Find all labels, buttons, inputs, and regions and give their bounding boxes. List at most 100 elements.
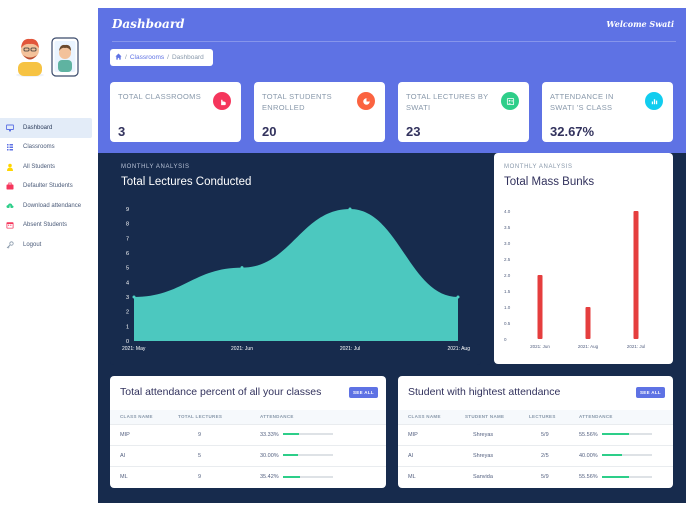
column-header: CLASS NAME: [120, 414, 153, 420]
column-header: ATTENDANCE: [579, 414, 613, 420]
see-all-button[interactable]: SEE ALL: [349, 387, 378, 398]
sidebar-item-label: Logout: [23, 241, 42, 248]
table-row: AI 5 30.00%: [110, 444, 386, 467]
panel-tag: MONTHLY ANALYSIS: [121, 164, 190, 170]
y-tick-label: 0: [126, 339, 129, 345]
breadcrumb-classrooms[interactable]: Classrooms: [129, 54, 165, 61]
attendance-cell: 33.33%: [260, 423, 386, 446]
stat-card-classrooms: TOTAL CLASSROOMS 3: [110, 82, 241, 142]
bar-chart-icon: [645, 92, 663, 110]
y-tick-label: 3.5: [504, 225, 511, 230]
attendance-progress: [282, 433, 333, 436]
see-all-button[interactable]: SEE ALL: [636, 387, 665, 398]
attendance-value: 55.56%: [579, 474, 598, 481]
stat-card-lectures: TOTAL LECTURES BY SWATI 23: [398, 82, 529, 142]
sidebar-item-label: Dashboard: [23, 124, 53, 131]
sidebar-item-label: Defaulter Students: [23, 183, 73, 190]
lectures-cell: 5: [178, 444, 260, 467]
y-tick-label: 3.0: [504, 241, 511, 246]
calendar-icon: [6, 221, 14, 229]
home-icon[interactable]: [115, 53, 122, 62]
column-header: CLASS NAME: [408, 414, 441, 420]
bunks-bar: [537, 275, 543, 339]
lectures-area-series: [134, 209, 458, 341]
y-tick-label: 4: [126, 280, 129, 286]
sidebar-item-all-students[interactable]: All Students: [0, 157, 92, 177]
breadcrumb-separator: /: [167, 54, 169, 61]
sidebar: Dashboard Classrooms All Students Defaul…: [0, 0, 97, 506]
bunks-chart-panel: MONTHLY ANALYSIS Total Mass Bunks 0 0.5 1.…: [494, 153, 673, 364]
column-header: LECTURES: [529, 414, 556, 420]
y-tick-label: 4.0: [504, 209, 511, 214]
table-row: ML Sanvida 5/9 55.56%: [398, 466, 673, 488]
data-point: [456, 295, 460, 299]
y-tick-label: 5: [126, 266, 129, 272]
welcome-text: Welcome Swati: [606, 19, 674, 29]
pie-chart-icon: [357, 92, 375, 110]
y-tick-label: 8: [126, 222, 129, 228]
bunks-bar-chart: 0 0.5 1.0 1.5 2.0 2.5 3.0 3.5 4.0 2021: Jun 2021: …: [504, 209, 645, 349]
stat-value: 23: [406, 124, 421, 139]
stat-label: TOTAL LECTURES BY SWATI: [406, 92, 489, 112]
y-tick-label: 1.5: [504, 289, 511, 294]
attendance-table-card: Total attendance percent of all your cla…: [110, 376, 386, 488]
sidebar-item-defaulter-students[interactable]: Defaulter Students: [0, 177, 92, 197]
attendance-cell: 55.56%: [579, 466, 673, 488]
bunks-bar: [585, 307, 591, 339]
breadcrumb: / Classrooms / Dashboard: [110, 49, 213, 66]
highest-attendance-table: CLASS NAME STUDENT NAME LECTURES ATTENDA…: [398, 410, 673, 488]
table-row: MIP 9 33.33%: [110, 423, 386, 446]
y-tick-label: 6: [126, 251, 129, 257]
table-row: AI Shreyas 2/5 40.00%: [398, 444, 673, 467]
attendance-cell: 30.00%: [260, 444, 386, 467]
x-tick-label: 2021: Aug: [578, 344, 599, 349]
sidebar-item-label: All Students: [23, 163, 56, 170]
student-name-cell: Sanvida: [465, 466, 529, 488]
class-name-cell: ML: [110, 466, 178, 488]
x-tick-label: 2021: Aug: [447, 346, 470, 352]
page-title: Dashboard: [112, 17, 185, 31]
stat-label: ATTENDANCE IN SWATI 'S CLASS: [550, 92, 614, 112]
sidebar-item-classrooms[interactable]: Classrooms: [0, 138, 92, 158]
attendance-value: 55.56%: [579, 431, 598, 438]
class-name-cell: ML: [398, 466, 465, 488]
lectures-cell: 5/9: [529, 423, 579, 446]
class-name-cell: AI: [110, 444, 178, 467]
header-band: Dashboard Welcome Swati / Classrooms / D…: [98, 8, 686, 153]
person-icon: [6, 163, 14, 171]
column-header: ATTENDANCE: [260, 414, 294, 420]
lectures-cell: 5/9: [529, 466, 579, 488]
column-header: TOTAL LECTURES: [178, 414, 223, 420]
y-tick-label: 3: [126, 295, 129, 301]
y-tick-label: 2.5: [504, 257, 511, 262]
x-tick-label: 2021: Jun: [231, 346, 253, 352]
table-row: ML 9 35.42%: [110, 466, 386, 488]
sidebar-item-absent-students[interactable]: Absent Students: [0, 216, 92, 236]
attendance-value: 40.00%: [579, 452, 598, 459]
sidebar-nav: Dashboard Classrooms All Students Defaul…: [0, 118, 92, 255]
attendance-cell: 35.42%: [260, 466, 386, 488]
column-header: STUDENT NAME: [465, 414, 505, 420]
bunks-bar: [633, 211, 639, 339]
stat-label: TOTAL STUDENTS ENROLLED: [262, 92, 332, 112]
stat-value: 3: [118, 124, 126, 139]
panel-title: Total Lectures Conducted: [121, 176, 252, 188]
cloud-download-icon: [6, 202, 14, 210]
sidebar-item-download-attendance[interactable]: Download attendance: [0, 196, 92, 216]
table-title: Student with hightest attendance: [408, 386, 561, 398]
lectures-area-chart: 0 1 2 3 4 5 6 7 8 9 2021: May 2021: Jun 2021: Jul 202…: [122, 207, 470, 352]
attendance-progress: [601, 454, 652, 457]
attendance-progress: [282, 454, 333, 457]
stat-value: 20: [262, 124, 277, 139]
sidebar-item-dashboard[interactable]: Dashboard: [0, 118, 92, 138]
sidebar-item-logout[interactable]: Logout: [0, 235, 92, 255]
x-tick-label: 2021: Jul: [340, 346, 360, 352]
list-icon: [6, 143, 14, 151]
x-tick-label: 2021: Jun: [530, 344, 550, 349]
attendance-cell: 55.56%: [579, 423, 673, 446]
stat-value: 32.67%: [550, 124, 595, 139]
stat-card-attendance: ATTENDANCE IN SWATI 'S CLASS 32.67%: [542, 82, 673, 142]
data-point: [348, 207, 352, 211]
people-icon: [501, 92, 519, 110]
lectures-cell: 9: [178, 466, 260, 488]
